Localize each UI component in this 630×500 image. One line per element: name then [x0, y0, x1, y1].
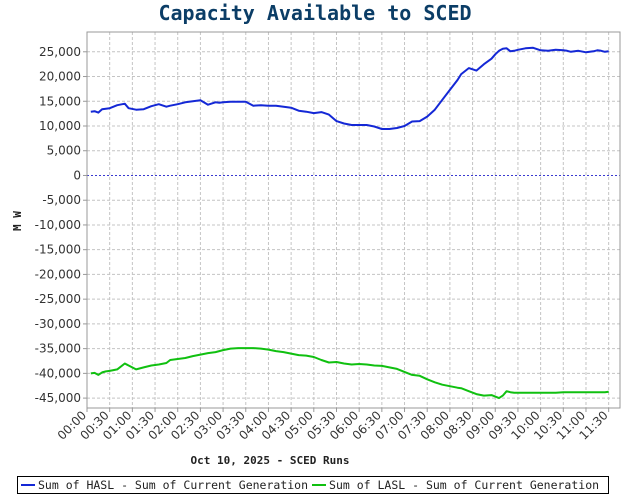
- grid-lines: [86, 32, 620, 408]
- plot-frame: [86, 31, 621, 409]
- y-tick-label: -10,000: [35, 218, 81, 232]
- y-tick-label: -25,000: [35, 292, 81, 306]
- legend-swatch-hasl: [21, 484, 35, 486]
- y-tick-label: 0: [73, 168, 81, 182]
- legend-label-hasl: Sum of HASL - Sum of Current Generation: [38, 478, 309, 492]
- series-line-lasl: [90, 347, 609, 400]
- y-tick-label: 15,000: [39, 94, 81, 108]
- y-axis-label: M W: [11, 211, 24, 231]
- y-axis-ticks: 25,000 20,000 15,000 10,000 5,000 0 -5,000 -10,…: [35, 45, 87, 405]
- chart-title: Capacity Available to SCED: [158, 1, 471, 25]
- y-tick-label: -20,000: [35, 267, 81, 281]
- legend-item-lasl: Sum of LASL - Sum of Current Generation: [312, 478, 599, 492]
- legend: Sum of HASL - Sum of Current Generation …: [17, 476, 609, 494]
- y-tick-label: 10,000: [39, 119, 81, 133]
- y-tick-label: -5,000: [42, 193, 81, 207]
- y-tick-label: 5,000: [47, 144, 81, 158]
- y-tick-label: -40,000: [35, 366, 81, 380]
- y-tick-label: -30,000: [35, 317, 81, 331]
- legend-label-lasl: Sum of LASL - Sum of Current Generation: [329, 478, 600, 492]
- x-axis-label: Oct 10, 2025 - SCED Runs: [191, 454, 350, 467]
- y-tick-label: -15,000: [35, 243, 81, 257]
- y-tick-label: 20,000: [39, 70, 81, 84]
- legend-swatch-lasl: [312, 484, 327, 486]
- series-line-hasl: [90, 46, 609, 130]
- y-tick-label: -35,000: [35, 342, 81, 356]
- x-axis-ticks: 00:0000:3001:0001:3002:0002:3003:0003:30…: [55, 408, 611, 443]
- y-tick-label: 25,000: [39, 45, 81, 59]
- series-lines: [90, 46, 609, 400]
- legend-item-hasl: Sum of HASL - Sum of Current Generation: [21, 478, 308, 492]
- y-tick-label: -45,000: [35, 391, 81, 405]
